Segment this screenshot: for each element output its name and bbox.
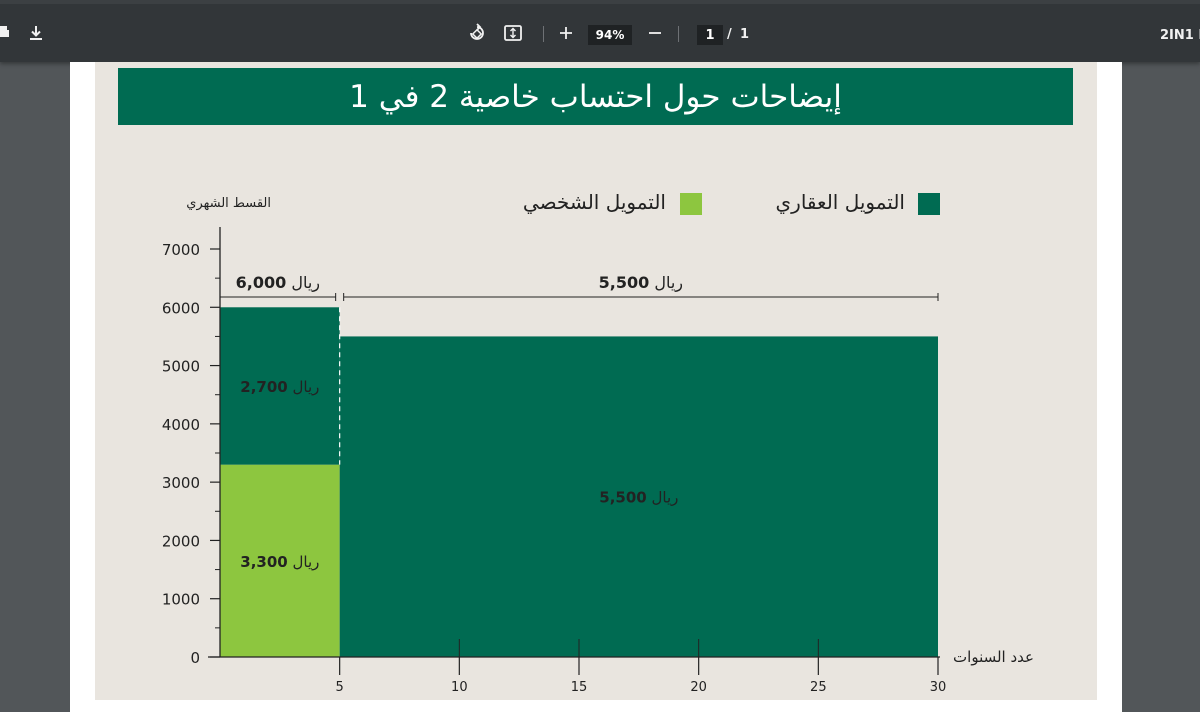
y-tick-label: 4000 [162,416,200,434]
bar-segment [220,307,340,465]
legend-label: التمويل الشخصي [523,190,666,215]
download-icon[interactable] [25,22,47,44]
page-title-banner: إيضاحات حول احتساب خاصية 2 في 1 [118,68,1073,125]
zoom-level[interactable]: 94% [588,25,632,45]
bar-segment [220,464,340,657]
segment-label: 2,700 ريال [240,378,319,396]
y-tick-label: 0 [190,649,200,667]
toolbar-divider [543,26,544,42]
y-axis-label: القسط الشهري [186,196,271,211]
total-label: 5,500 ريال [599,273,683,293]
pdf-toolbar: 94% 1 / 1 2IN1 P [0,0,1200,62]
total-annotations: 6,000 ريال 5,500 ريال [219,273,939,301]
legend-label: التمويل العقاري [776,190,905,215]
y-tick-label: 6000 [162,299,200,317]
rotate-icon[interactable] [466,22,488,44]
zoom-in-icon[interactable] [555,22,577,44]
x-tick-label: 30 [930,680,947,695]
y-tick-label: 1000 [162,591,200,609]
y-tick-label: 7000 [162,241,200,259]
zoom-out-icon[interactable] [644,22,666,44]
page-title: إيضاحات حول احتساب خاصية 2 في 1 [349,78,842,115]
segment-label: 5,500 ريال [599,489,678,507]
segment-label: 3,300 ريال [240,553,319,571]
x-axis-label: عدد السنوات [953,648,1034,666]
bar-segments: 3,300 ريال 2,700 ريال 5,500 ريال [220,307,939,657]
legend-swatch [680,193,702,215]
x-tick-label: 15 [571,680,588,695]
page-separator: / [727,27,732,42]
page-number-input[interactable]: 1 [697,25,723,45]
bar-segment [339,336,939,657]
x-tick-label: 10 [451,680,468,695]
legend-swatch [918,193,940,215]
toolbar-divider [678,26,679,42]
legend: التمويل العقاري التمويل الشخصي [523,190,940,215]
y-tick-label: 3000 [162,474,200,492]
fit-page-icon[interactable] [502,22,524,44]
x-tick-label: 5 [336,680,344,695]
axes: 0 1000 2000 3000 4000 5000 6000 7000 5 10 15 20 25 30 [162,227,946,695]
page-total: 1 [740,27,750,42]
document-title: 2IN1 P [1160,28,1200,43]
x-tick-label: 20 [690,680,707,695]
x-tick-label: 25 [810,680,827,695]
print-icon[interactable] [0,22,14,44]
y-tick-label: 2000 [162,532,200,550]
total-label: 6,000 ريال [236,273,320,293]
y-tick-label: 5000 [162,358,200,376]
